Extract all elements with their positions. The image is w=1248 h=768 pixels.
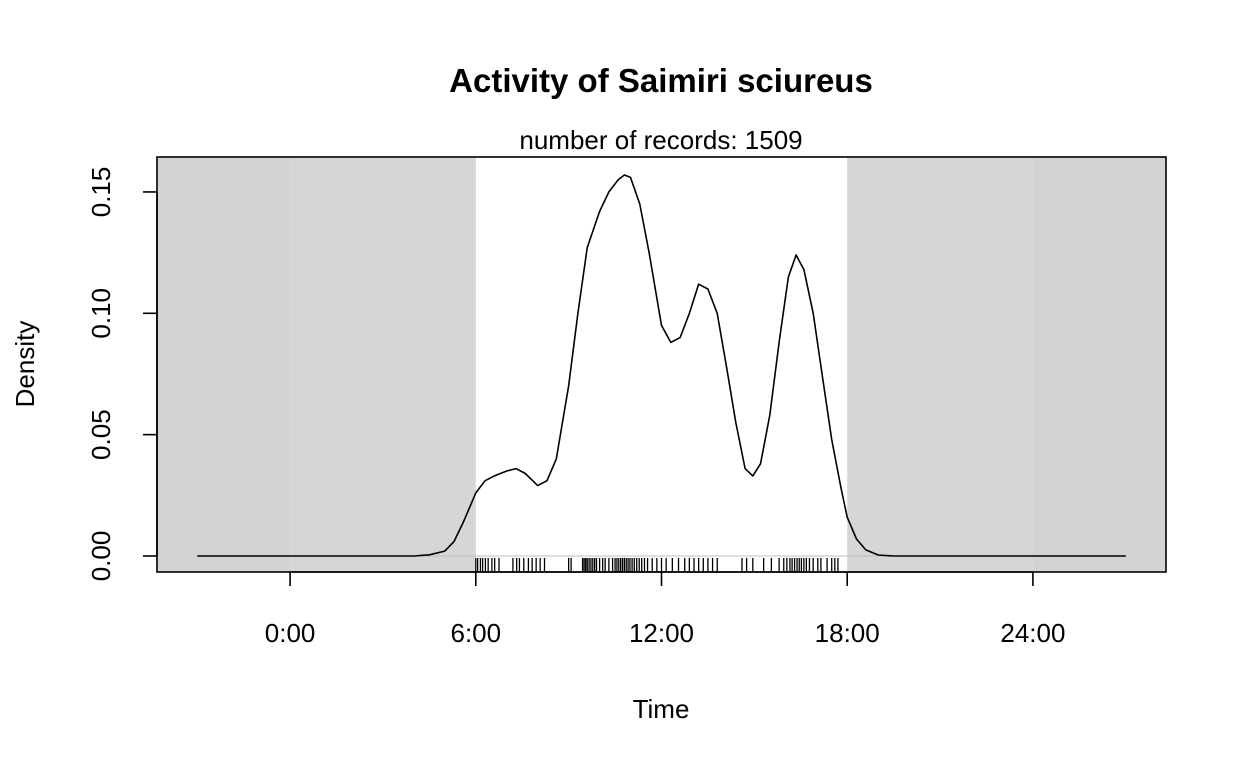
y-tick-label: 0.15 xyxy=(86,167,116,218)
y-tick-label: 0.10 xyxy=(86,288,116,339)
x-axis: 0:00 6:00 12:00 18:00 24:00 xyxy=(265,571,1065,648)
x-tick-label: 0:00 xyxy=(265,618,316,648)
shade-band-2 xyxy=(847,157,1033,572)
chart-title: Activity of Saimiri sciureus xyxy=(449,62,873,99)
x-tick-label: 6:00 xyxy=(450,618,501,648)
record-rug xyxy=(475,558,839,572)
night-shading xyxy=(157,157,1166,572)
shade-band-0 xyxy=(157,157,291,572)
y-tick-label: 0.05 xyxy=(86,409,116,460)
y-tick-label: 0.00 xyxy=(86,531,116,582)
x-tick-label: 24:00 xyxy=(1000,618,1065,648)
chart-subtitle: number of records: 1509 xyxy=(519,125,802,155)
x-axis-label: Time xyxy=(633,694,690,724)
density-line xyxy=(197,174,1126,557)
y-axis: 0.00 0.05 0.10 0.15 xyxy=(86,167,158,582)
shade-band-1 xyxy=(290,157,476,572)
y-axis-label: Density xyxy=(10,321,40,408)
shade-band-3 xyxy=(1032,157,1166,572)
x-tick-label: 12:00 xyxy=(629,618,694,648)
x-tick-label: 18:00 xyxy=(815,618,880,648)
